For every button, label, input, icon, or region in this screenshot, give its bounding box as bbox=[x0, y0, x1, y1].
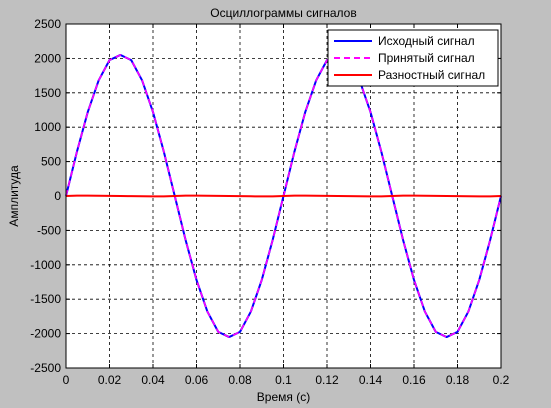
x-tick-label: 0.04 bbox=[141, 373, 165, 387]
x-tick-label: 0.2 bbox=[493, 373, 510, 387]
y-tick-label: 1500 bbox=[34, 86, 61, 100]
y-tick-label: -1500 bbox=[30, 292, 61, 306]
y-tick-label: 1000 bbox=[34, 120, 61, 134]
y-tick-label: -2000 bbox=[30, 327, 61, 341]
y-axis-label: Амплитуда bbox=[7, 165, 21, 227]
y-tick-label: 2500 bbox=[34, 17, 61, 31]
y-tick-label: 0 bbox=[54, 189, 61, 203]
x-tick-label: 0.06 bbox=[185, 373, 209, 387]
legend-label-2: Принятый сигнал bbox=[378, 51, 475, 65]
series-line-3 bbox=[65, 194, 502, 198]
x-tick-label: 0.18 bbox=[446, 373, 470, 387]
x-tick-label: 0.02 bbox=[98, 373, 122, 387]
x-tick-label: 0.16 bbox=[402, 373, 426, 387]
x-tick-label: 0 bbox=[63, 373, 70, 387]
y-tick-label: -500 bbox=[37, 223, 61, 237]
x-tick-label: 0.14 bbox=[359, 373, 383, 387]
x-tick-label: 0.12 bbox=[315, 373, 339, 387]
y-tick-label: -1000 bbox=[30, 258, 61, 272]
y-tick-label: -2500 bbox=[30, 361, 61, 375]
legend-label-3: Разностный сигнал bbox=[378, 68, 485, 82]
y-tick-label: 2000 bbox=[34, 51, 61, 65]
y-tick-label: 500 bbox=[41, 155, 61, 169]
x-tick-label: 0.1 bbox=[275, 373, 292, 387]
x-axis-label: Время (с) bbox=[257, 390, 310, 404]
x-tick-label: 0.08 bbox=[228, 373, 252, 387]
axes-frame bbox=[65, 23, 502, 369]
chart-title: Осциллограммы сигналов bbox=[210, 6, 356, 20]
legend-label-1: Исходный сигнал bbox=[378, 34, 475, 48]
